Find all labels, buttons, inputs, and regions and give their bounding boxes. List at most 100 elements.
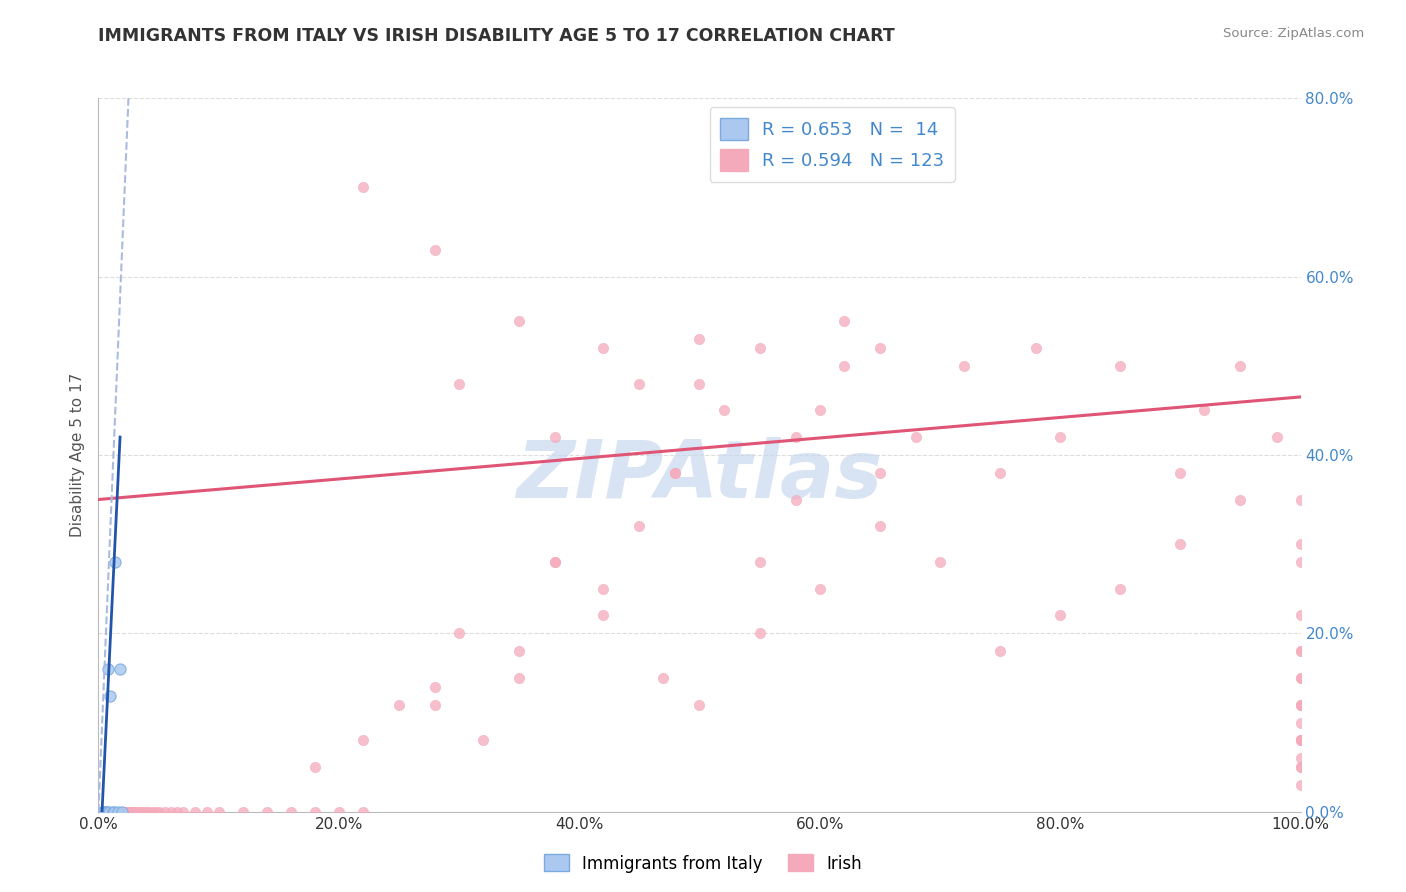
Point [103,805,125,819]
Point [832,359,855,373]
Point [1289,537,1312,551]
Point [544,555,567,569]
Point [1265,430,1288,444]
Point [1229,359,1251,373]
Point [121,805,143,819]
Y-axis label: Disability Age 5 to 17: Disability Age 5 to 17 [69,373,84,537]
Point [1289,733,1312,747]
Point [1170,466,1192,480]
Point [101,805,124,819]
Text: Source: ZipAtlas.com: Source: ZipAtlas.com [1223,27,1364,40]
Point [1289,671,1312,685]
Point [1025,341,1047,355]
Point [447,376,470,391]
Point [423,243,446,257]
Point [91,805,114,819]
Point [447,626,470,640]
Point [1289,733,1312,747]
Point [1289,715,1312,730]
Point [98,805,121,819]
Point [688,698,710,712]
Point [93,805,115,819]
Point [1289,698,1312,712]
Point [1109,359,1132,373]
Point [688,332,710,346]
Point [98,805,121,819]
Point [145,805,167,819]
Point [94,805,117,819]
Point [93,805,115,819]
Point [508,314,530,328]
Point [208,805,231,819]
Point [664,466,686,480]
Point [988,644,1011,658]
Point [1289,492,1312,507]
Point [93,805,115,819]
Point [125,805,148,819]
Point [112,805,135,819]
Point [91,805,114,819]
Point [1289,555,1312,569]
Point [1109,582,1132,596]
Point [131,805,153,819]
Point [103,805,125,819]
Point [785,492,807,507]
Point [1289,698,1312,712]
Point [101,805,124,819]
Point [688,376,710,391]
Point [183,805,205,819]
Point [91,805,114,819]
Point [97,662,120,676]
Point [592,582,614,596]
Legend: Immigrants from Italy, Irish: Immigrants from Italy, Irish [537,847,869,880]
Point [664,466,686,480]
Point [953,359,976,373]
Point [120,805,142,819]
Point [628,376,651,391]
Point [111,805,134,819]
Point [101,805,124,819]
Point [352,180,374,194]
Point [94,805,117,819]
Point [1289,778,1312,792]
Point [87,805,110,819]
Legend: R = 0.653   N =  14, R = 0.594   N = 123: R = 0.653 N = 14, R = 0.594 N = 123 [710,107,955,182]
Point [1289,760,1312,774]
Point [89,805,111,819]
Point [91,805,114,819]
Point [100,689,122,703]
Point [124,805,146,819]
Point [108,805,131,819]
Point [100,805,122,819]
Point [117,805,139,819]
Point [103,805,125,819]
Point [904,430,927,444]
Point [1194,403,1216,417]
Point [808,403,831,417]
Point [1170,537,1192,551]
Point [111,805,134,819]
Point [87,805,110,819]
Point [90,805,112,819]
Text: IMMIGRANTS FROM ITALY VS IRISH DISABILITY AGE 5 TO 17 CORRELATION CHART: IMMIGRANTS FROM ITALY VS IRISH DISABILIT… [98,27,896,45]
Point [141,805,163,819]
Point [869,341,891,355]
Point [544,430,567,444]
Point [100,805,122,819]
Point [304,760,326,774]
Point [1289,760,1312,774]
Point [100,805,122,819]
Point [472,733,495,747]
Point [104,805,127,819]
Point [256,805,278,819]
Point [832,314,855,328]
Point [352,733,374,747]
Point [1289,644,1312,658]
Point [988,466,1011,480]
Point [748,626,770,640]
Point [111,805,134,819]
Point [304,805,326,819]
Point [148,805,170,819]
Point [98,805,121,819]
Point [423,698,446,712]
